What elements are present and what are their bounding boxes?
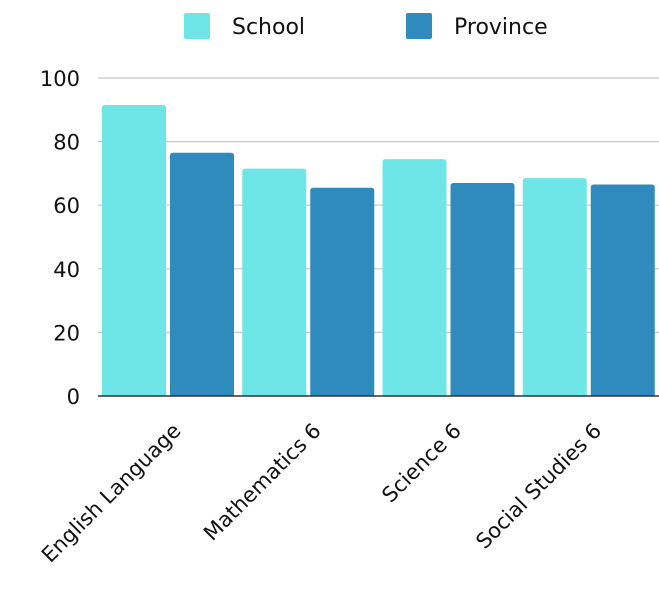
x-axis-ticks: English Language Mathematics 6 Science 6 So…	[37, 419, 606, 568]
x-tick-label-mathematics-6: Mathematics 6	[199, 419, 326, 546]
y-tick-label: 20	[53, 321, 80, 345]
bar-province-mathematics-6	[310, 187, 375, 396]
y-axis-ticks: 0 20 40 60 80 100	[40, 67, 80, 409]
y-tick-label: 80	[53, 131, 80, 155]
y-tick-label: 40	[53, 258, 80, 282]
bar-province-social-studies-6	[590, 184, 655, 396]
bars	[102, 105, 655, 396]
bar-school-science-6	[382, 159, 447, 396]
x-tick-label-social-studies-6: Social Studies 6	[471, 419, 606, 554]
bar-school-social-studies-6	[522, 178, 587, 396]
legend: School Province	[184, 13, 548, 40]
y-tick-label: 0	[67, 385, 80, 409]
x-tick-label-science-6: Science 6	[377, 419, 466, 508]
x-tick-label-english-language: English Language	[37, 419, 186, 568]
bar-school-mathematics-6	[242, 168, 307, 396]
bar-province-english-language	[170, 152, 234, 396]
legend-label-province: Province	[454, 15, 548, 40]
legend-swatch-school	[184, 13, 210, 39]
bar-school-english-language	[102, 105, 166, 396]
bar-province-science-6	[450, 182, 515, 396]
y-tick-label: 100	[40, 67, 80, 91]
legend-label-school: School	[232, 15, 305, 40]
legend-swatch-province	[406, 13, 432, 39]
y-tick-label: 60	[53, 194, 80, 218]
